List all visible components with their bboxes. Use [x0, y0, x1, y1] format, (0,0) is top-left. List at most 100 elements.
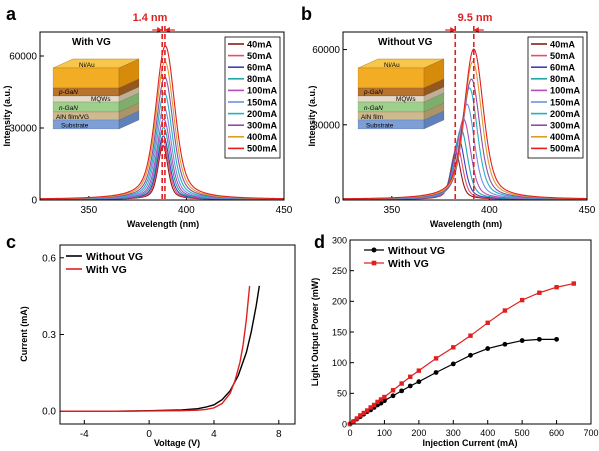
- ylabel-d: Light Output Power (mW): [310, 278, 320, 386]
- inset-title-b: Without VG: [378, 37, 433, 48]
- data-point-with-vg: [375, 399, 380, 405]
- legend-label-50mA-a: 50mA: [247, 51, 272, 61]
- layer-label-p-gan-a: p-GaN: [58, 89, 78, 96]
- legend-box-b: [527, 36, 584, 159]
- panel-letter-c: c: [6, 232, 16, 252]
- axes-frame-c: [59, 244, 296, 425]
- layer-label-mqws-b: MQWs: [396, 96, 416, 103]
- legend-label-without-vg: Without VG: [388, 245, 445, 257]
- series-with-vg: [60, 285, 251, 412]
- panel-letter-a: a: [6, 4, 17, 24]
- panel-b: b 350 400 450 0 30000 60000 9.5 nm Without VG…: [301, 4, 596, 229]
- layer-front-0-a: [52, 67, 120, 89]
- legend-label-400mA-b: 400mA: [550, 132, 580, 142]
- device-structure-a: Ni/Au p-GaN MQWs n-GaN AlN film/VG Substrate: [52, 58, 140, 130]
- xtick-label-d: 300: [446, 428, 461, 438]
- data-point-without-vg: [468, 352, 473, 358]
- data-point-with-vg: [519, 297, 525, 303]
- layer-label-aln-a: AlN film/VG: [56, 114, 89, 121]
- data-point-without-vg: [378, 400, 384, 406]
- legend-label-400mA-a: 400mA: [247, 132, 277, 142]
- ytick-label-b: 30000: [312, 120, 340, 131]
- data-point-with-vg: [451, 345, 456, 350]
- ytick-label-b: 0: [334, 196, 340, 207]
- xtick-label-d: 100: [377, 428, 392, 438]
- data-point-without-vg: [502, 341, 508, 347]
- legend-label-60mA-a: 60mA: [247, 63, 272, 73]
- data-point-with-vg: [571, 281, 576, 286]
- xtick-label-d: 500: [515, 428, 530, 438]
- panel-letter-d: d: [314, 232, 325, 252]
- layer-label-ni-au-a: Ni/Au: [79, 62, 95, 69]
- xtick-label-b: 450: [579, 205, 596, 216]
- iv-plot: -4 0 4 8 0.0 0.3 0.6: [42, 253, 282, 440]
- xtick-label-c: 8: [276, 429, 282, 440]
- ytick-label-c: 0.0: [42, 407, 56, 418]
- legend-label-40mA-a: 40mA: [247, 39, 272, 49]
- layer-label-p-gan-b: p-GaN: [363, 89, 383, 96]
- series-500mA-b: [342, 48, 588, 200]
- ytick-label-a: 30000: [9, 124, 37, 135]
- legend-label-300mA-a: 300mA: [247, 121, 277, 131]
- layer-label-aln-b: AlN film: [361, 114, 383, 121]
- xtick-label-a: 400: [178, 205, 195, 216]
- ytick-label-d: 250: [332, 266, 347, 276]
- peak-shift-annotation-b: 9.5 nm: [458, 12, 493, 24]
- ytick-label-d: 50: [337, 389, 347, 399]
- xtick-label-d: 600: [549, 428, 564, 438]
- data-point-with-vg: [351, 419, 356, 424]
- ytick-label-d: 100: [332, 358, 347, 368]
- xlabel-c: Voltage (V): [154, 438, 200, 448]
- data-point-without-vg: [450, 361, 456, 367]
- legend-label-200mA-a: 200mA: [247, 109, 277, 119]
- panel-letter-b: b: [301, 4, 312, 24]
- layer-label-n-gan-a: n-GaN: [59, 105, 78, 112]
- data-point-without-vg: [390, 393, 396, 399]
- ytick-label-a: 0: [31, 196, 37, 207]
- ytick-label-d: 150: [332, 327, 347, 337]
- ylabel-b: Intensity (a.u.): [307, 85, 317, 146]
- axes-frame-a: [39, 31, 285, 201]
- legend-label-200mA-b: 200mA: [550, 109, 580, 119]
- xtick-label-d: 400: [480, 428, 495, 438]
- data-point-without-vg: [416, 379, 422, 385]
- ytick-label-a: 60000: [9, 52, 37, 63]
- inset-title-a: With VG: [72, 37, 111, 48]
- panel-d: d 0 100 200 300 400 500 600 700 0 50 100 150 200 250 3…: [310, 232, 599, 448]
- xtick-label-a: 450: [276, 205, 293, 216]
- ylabel-a: Intensity (a.u.): [2, 85, 12, 146]
- data-point-with-vg: [485, 320, 490, 325]
- ytick-label-c: 0.6: [42, 253, 56, 264]
- layer-label-substrate-a: Substrate: [61, 123, 89, 130]
- data-point-with-vg: [399, 381, 404, 386]
- legend-label-80mA-a: 80mA: [247, 74, 272, 84]
- legend-label-with-vg: With VG: [86, 264, 127, 276]
- ytick-label-b: 60000: [312, 45, 340, 56]
- data-point-with-vg: [368, 405, 373, 410]
- legend-label-500mA-a: 500mA: [247, 144, 277, 154]
- layer-label-mqws-a: MQWs: [91, 96, 111, 103]
- data-point-with-vg: [433, 356, 439, 361]
- ytick-label-c: 0.3: [42, 330, 56, 341]
- legend-label-100mA-a: 100mA: [247, 86, 277, 96]
- data-point-with-vg: [390, 388, 396, 393]
- panel-a: a 350 400 450 0 30000 60000 1.4 nm With VG Ni…: [2, 4, 293, 229]
- data-point-without-vg: [433, 370, 439, 375]
- data-point-with-vg: [554, 285, 559, 290]
- ytick-label-d: 300: [332, 235, 347, 245]
- ylabel-c: Current (mA): [19, 306, 29, 362]
- series-40mA-b: [343, 151, 587, 200]
- legend-label-40mA-b: 40mA: [550, 39, 575, 49]
- data-point-without-vg: [519, 338, 525, 343]
- legend-label-500mA-b: 500mA: [550, 144, 580, 154]
- legend-box-a: [224, 36, 281, 159]
- data-point-without-vg: [382, 398, 387, 404]
- data-point-with-vg: [416, 368, 422, 373]
- device-structure-b: Ni/Au p-GaN MQWs n-GaN AlN film Substrate: [357, 58, 445, 130]
- xtick-label-b: 400: [481, 205, 498, 216]
- axes-frame-d: [349, 239, 592, 425]
